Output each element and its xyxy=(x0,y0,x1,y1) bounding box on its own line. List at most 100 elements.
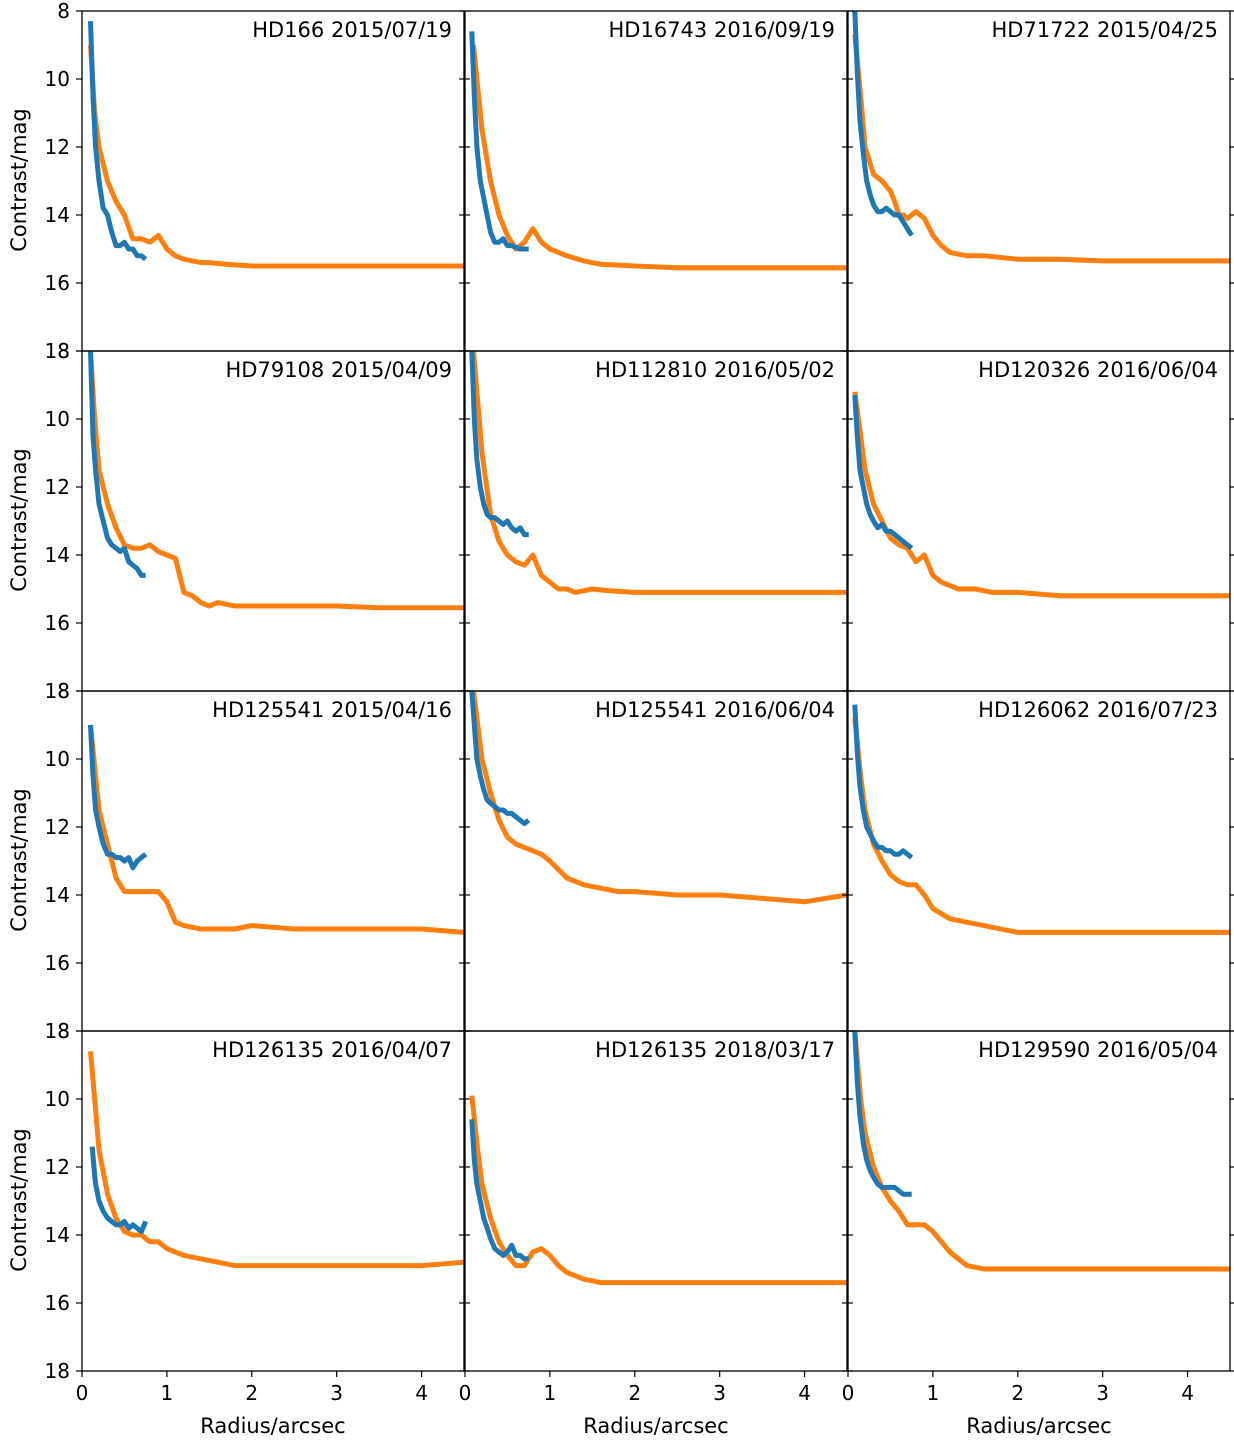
chart-panel: HD71722 2015/04/25 xyxy=(842,10,1234,352)
chart-panel: HD79108 2015/04/09 xyxy=(76,350,470,692)
series-group xyxy=(852,704,1230,935)
x-tick-label: 4 xyxy=(798,1381,811,1405)
x-tick-label: 0 xyxy=(842,1381,855,1405)
x-axis: 0 1 2 3 4 0 1 2 3 4 0 1 2 3 4 xyxy=(76,1371,1194,1405)
chart-panel: HD126062 2016/07/23 xyxy=(842,690,1234,1032)
panel-title: HD120326 2016/06/04 xyxy=(978,358,1218,382)
y-tick-label: 10 xyxy=(45,67,70,91)
y-axis-label: Contrast/mag xyxy=(7,448,31,591)
y-tick-label: 8 xyxy=(57,679,70,703)
chart-panel: HD16743 2016/09/19 xyxy=(459,10,853,352)
orange-series-line xyxy=(471,351,847,595)
blue-series-line xyxy=(469,691,531,827)
series-group xyxy=(469,691,847,905)
orange-series-line xyxy=(852,391,1230,599)
y-tick-label: 10 xyxy=(45,747,70,771)
y-axis-label: Contrast/mag xyxy=(7,108,31,251)
panel-title: HD79108 2015/04/09 xyxy=(226,358,452,382)
panel-title: HD126135 2016/04/07 xyxy=(212,1038,452,1062)
x-axis-label: Radius/arcsec xyxy=(200,1414,345,1438)
y-tick-label: 16 xyxy=(45,611,70,635)
x-tick-label: 1 xyxy=(544,1381,557,1405)
panel-frame xyxy=(81,1030,465,1372)
series-group xyxy=(469,351,847,595)
y-tick-label: 12 xyxy=(45,475,70,499)
panel-title: HD126062 2016/07/23 xyxy=(978,698,1218,722)
blue-series-line xyxy=(88,21,148,262)
orange-series-line xyxy=(88,44,464,269)
y-tick-label: 18 xyxy=(45,1359,70,1383)
orange-series-line xyxy=(88,351,464,611)
blue-series-line xyxy=(89,1146,149,1235)
blue-series-line xyxy=(469,31,529,252)
orange-series-line xyxy=(852,1031,1230,1272)
chart-panel: HD129590 2016/05/04 xyxy=(842,1030,1234,1372)
y-tick-label: 18 xyxy=(45,679,70,703)
series-group xyxy=(852,11,1230,264)
x-tick-label: 4 xyxy=(415,1381,428,1405)
series-group xyxy=(469,31,847,271)
x-tick-label: 1 xyxy=(161,1381,174,1405)
series-group xyxy=(88,351,464,611)
blue-series-line xyxy=(852,704,914,860)
y-tick-label: 12 xyxy=(45,1155,70,1179)
orange-series-line xyxy=(852,34,1230,264)
y-tick-label: 10 xyxy=(45,407,70,431)
x-tick-label: 3 xyxy=(330,1381,343,1405)
panel-frame xyxy=(464,10,848,352)
y-tick-label: 14 xyxy=(45,1223,70,1247)
y-tick-label: 16 xyxy=(45,951,70,975)
x-tick-label: 0 xyxy=(76,1381,89,1405)
x-tick-label: 4 xyxy=(1181,1381,1194,1405)
panel-title: HD129590 2016/05/04 xyxy=(978,1038,1218,1062)
panel-title: HD71722 2015/04/25 xyxy=(992,18,1218,42)
y-axis-label: Contrast/mag xyxy=(7,788,31,931)
x-tick-label: 0 xyxy=(459,1381,472,1405)
orange-series-line xyxy=(852,717,1230,935)
y-tick-label: 14 xyxy=(45,883,70,907)
chart-panel: HD112810 2016/05/02 xyxy=(459,350,853,692)
chart-panel: HD120326 2016/06/04 xyxy=(842,350,1234,692)
x-tick-label: 3 xyxy=(1096,1381,1109,1405)
panel-title: HD16743 2016/09/19 xyxy=(609,18,835,42)
y-tick-label: 16 xyxy=(45,271,70,295)
x-axis-label: Radius/arcsec xyxy=(583,1414,728,1438)
panel-title: HD125541 2016/06/04 xyxy=(595,698,835,722)
x-tick-label: 1 xyxy=(927,1381,940,1405)
panel-title: HD125541 2015/04/16 xyxy=(212,698,452,722)
orange-series-line xyxy=(471,691,847,905)
orange-series-line xyxy=(88,1051,464,1269)
series-group xyxy=(88,724,464,935)
panel-frame xyxy=(847,690,1231,1032)
y-tick-label: 18 xyxy=(45,1019,70,1043)
y-tick-label: 18 xyxy=(45,339,70,363)
series-group xyxy=(88,21,464,269)
y-tick-label: 16 xyxy=(45,1291,70,1315)
panel-frame xyxy=(464,690,848,1032)
chart-panel: HD166 2015/07/19 xyxy=(76,10,470,352)
series-group xyxy=(852,391,1230,599)
panel-frame xyxy=(81,10,465,352)
blue-series-line xyxy=(88,724,148,871)
y-axis-label: Contrast/mag xyxy=(7,1128,31,1271)
y-tick-label: 12 xyxy=(45,135,70,159)
orange-series-line xyxy=(471,44,847,271)
blue-series-line xyxy=(469,1119,529,1262)
blue-series-line xyxy=(88,351,146,578)
y-tick-label: 8 xyxy=(57,1019,70,1043)
chart-panel: HD126135 2018/03/17 xyxy=(459,1030,853,1372)
panel-grid: HD166 2015/07/19 HD16743 2016/09/19 HD7172… xyxy=(76,10,1234,1372)
x-axis-label: Radius/arcsec xyxy=(966,1414,1111,1438)
chart-panel: HD125541 2015/04/16 xyxy=(76,690,470,1032)
x-tick-label: 2 xyxy=(245,1381,258,1405)
blue-series-line xyxy=(852,11,914,237)
panel-title: HD166 2015/07/19 xyxy=(252,18,452,42)
blue-series-line xyxy=(469,351,529,538)
y-axis: 8101214161881012141618810121416188101214… xyxy=(45,0,70,1383)
panel-title: HD112810 2016/05/02 xyxy=(595,358,835,382)
panel-frame xyxy=(847,10,1231,352)
series-group xyxy=(88,1051,464,1269)
y-tick-label: 14 xyxy=(45,203,70,227)
panel-frame xyxy=(464,350,848,692)
